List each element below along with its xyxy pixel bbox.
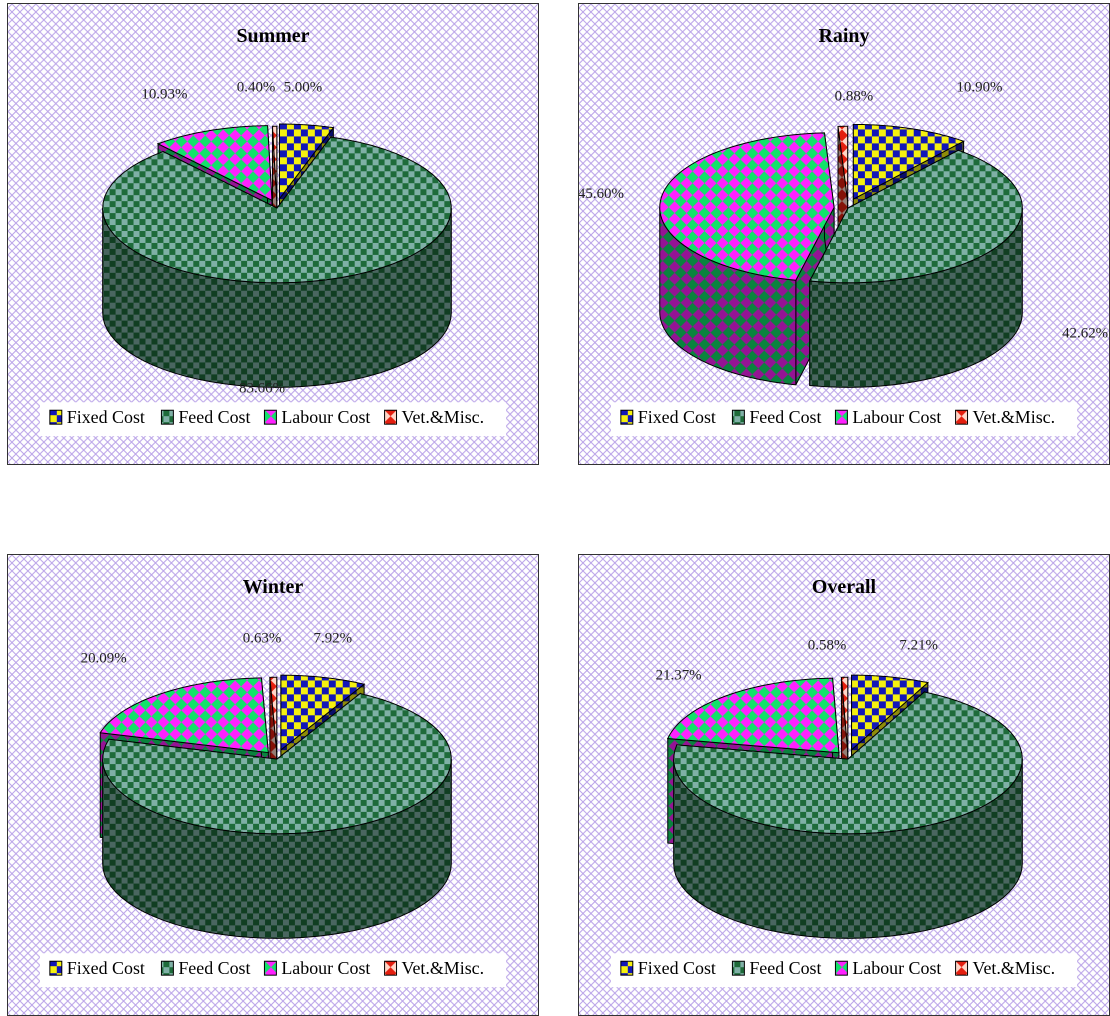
legend-label: Vet.&Misc. (402, 407, 485, 427)
pie-chart-summer: Summer 5.00% 83.66% 10.93% 0.40% Fixed Cost Fe… (7, 3, 539, 465)
data-label: 7.92% (313, 631, 352, 647)
pie-slice-feed-cost (808, 149, 1023, 388)
legend-swatch (955, 960, 969, 976)
legend-label: Fixed Cost (638, 407, 716, 427)
legend-label: Fixed Cost (67, 407, 145, 427)
legend-item: Labour Cost (263, 958, 370, 978)
legend-item: Feed Cost (160, 407, 251, 427)
legend-label: Fixed Cost (67, 958, 145, 978)
legend-label: Labour Cost (281, 958, 370, 978)
legend-swatch (160, 960, 174, 976)
legend-label: Labour Cost (852, 958, 941, 978)
legend-item: Labour Cost (263, 407, 370, 427)
legend-label: Labour Cost (281, 407, 370, 427)
data-label: 10.90% (956, 80, 1002, 96)
legend-swatch (384, 409, 398, 425)
legend-item: Feed Cost (731, 958, 822, 978)
legend-label: Feed Cost (749, 958, 821, 978)
pie-chart-rainy: Rainy 10.90% 42.62% 45.60% 0.88% Fixed Cost Fe… (578, 3, 1110, 465)
legend-swatch (731, 409, 745, 425)
data-label: 0.40% (237, 80, 276, 96)
legend-label: Feed Cost (749, 407, 821, 427)
legend: Fixed Cost Feed Cost Labour Cost Vet.&Misc. (39, 402, 507, 437)
legend: Fixed Cost Feed Cost Labour Cost Vet.&Misc. (39, 953, 507, 988)
data-label: 7.21% (899, 638, 938, 654)
legend-swatch (49, 409, 63, 425)
legend-item: Vet.&Misc. (955, 407, 1056, 427)
legend-swatch (620, 960, 634, 976)
pie-slice-feed-cost (673, 690, 1023, 939)
legend-label: Vet.&Misc. (973, 407, 1056, 427)
pie-slice-feed-cost (102, 692, 452, 939)
data-label: 10.93% (141, 87, 187, 103)
pie-slice-feed-cost (102, 135, 452, 388)
legend-swatch (263, 960, 277, 976)
pie-chart-svg: Rainy 10.90% 42.62% 45.60% 0.88% Fixed Cost Fe… (579, 4, 1109, 464)
data-label: 83.66% (239, 380, 285, 396)
legend-swatch (834, 960, 848, 976)
data-label: 20.09% (81, 651, 127, 667)
legend-swatch (49, 960, 63, 976)
chart-title: Overall (812, 576, 877, 598)
legend-item: Fixed Cost (620, 958, 716, 978)
chart-title: Summer (236, 25, 309, 47)
legend-label: Vet.&Misc. (973, 958, 1056, 978)
legend-swatch (384, 960, 398, 976)
legend-swatch (731, 960, 745, 976)
legend-label: Feed Cost (178, 407, 250, 427)
legend-item: Vet.&Misc. (384, 407, 485, 427)
pie-slice-labour-cost (659, 132, 835, 386)
data-label: 21.37% (656, 667, 702, 683)
data-label: 42.62% (1062, 326, 1108, 342)
legend-label: Fixed Cost (638, 958, 716, 978)
legend-label: Labour Cost (852, 407, 941, 427)
legend-item: Fixed Cost (49, 407, 145, 427)
legend-label: Feed Cost (178, 958, 250, 978)
legend: Fixed Cost Feed Cost Labour Cost Vet.&Misc. (610, 953, 1078, 988)
legend-swatch (834, 409, 848, 425)
legend-item: Feed Cost (731, 407, 822, 427)
legend-item: Vet.&Misc. (955, 958, 1056, 978)
legend-item: Fixed Cost (620, 407, 716, 427)
legend-item: Labour Cost (834, 407, 941, 427)
legend-swatch (263, 409, 277, 425)
legend-item: Feed Cost (160, 958, 251, 978)
legend: Fixed Cost Feed Cost Labour Cost Vet.&Misc. (610, 402, 1078, 437)
pie-chart-svg: Summer 5.00% 83.66% 10.93% 0.40% Fixed Cost Fe… (8, 4, 538, 464)
legend-swatch (620, 409, 634, 425)
legend-item: Fixed Cost (49, 958, 145, 978)
data-label: 0.58% (808, 638, 847, 654)
legend-swatch (955, 409, 969, 425)
legend-item: Labour Cost (834, 958, 941, 978)
legend-label: Vet.&Misc. (402, 958, 485, 978)
legend-item: Vet.&Misc. (384, 958, 485, 978)
chart-title: Rainy (819, 25, 870, 47)
data-label: 0.63% (243, 631, 282, 647)
data-label: 5.00% (284, 80, 323, 96)
data-label: 45.60% (579, 186, 624, 202)
chart-title: Winter (243, 576, 304, 598)
legend-swatch (160, 409, 174, 425)
data-label: 0.88% (835, 89, 874, 105)
